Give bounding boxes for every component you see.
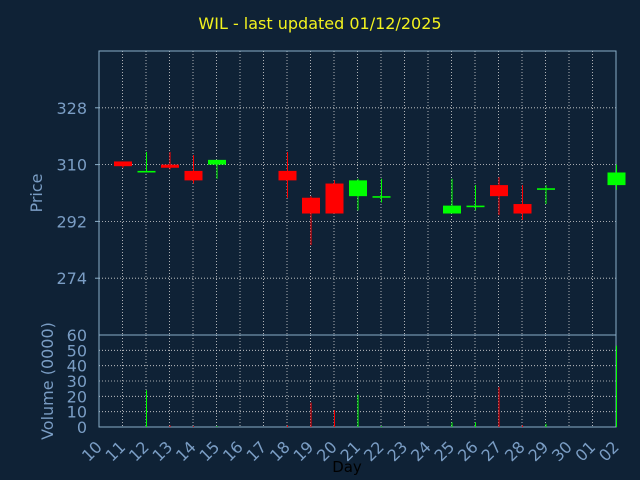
candle-body <box>513 204 532 214</box>
volume-tick-label: 20 <box>67 387 87 406</box>
x-tick-label: 02 <box>595 437 623 465</box>
candle-body <box>372 196 391 198</box>
candle-body <box>302 197 320 214</box>
candle-body <box>114 161 132 167</box>
candle-body <box>443 205 461 214</box>
candle-body <box>208 159 226 165</box>
price-tick-label: 274 <box>56 269 87 288</box>
x-axis-title: Day <box>332 458 362 476</box>
price-tick-label: 292 <box>56 212 87 231</box>
candle-body <box>137 170 156 173</box>
price-tick-label: 328 <box>56 99 87 118</box>
candle-body <box>607 172 626 186</box>
price-axis-title: Price <box>27 173 46 212</box>
candle-body <box>537 188 555 190</box>
candle-body <box>184 170 203 181</box>
candle-body <box>349 180 367 197</box>
candle-body <box>161 164 179 168</box>
candle-body <box>278 170 297 181</box>
candle-body <box>490 185 508 197</box>
chart-title: WIL - last updated 01/12/2025 <box>198 14 442 33</box>
candle-body <box>325 183 344 214</box>
volume-tick-label: 60 <box>67 326 87 345</box>
price-tick-label: 310 <box>56 156 87 175</box>
volume-tick-label: 50 <box>67 341 87 360</box>
volume-tick-label: 10 <box>67 403 87 422</box>
volume-axis-title: Volume (0000) <box>38 322 57 440</box>
candle-body <box>466 205 485 208</box>
volume-tick-label: 0 <box>77 418 87 437</box>
volume-tick-label: 30 <box>67 372 87 391</box>
volume-tick-label: 40 <box>67 357 87 376</box>
